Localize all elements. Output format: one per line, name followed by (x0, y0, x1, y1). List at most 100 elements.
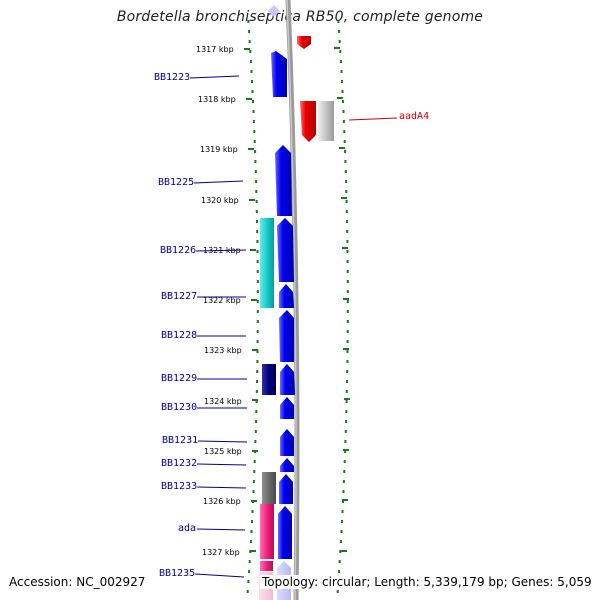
scale-dot (345, 410, 348, 413)
tick-label-1327: 1327 kbp (202, 548, 240, 557)
scale-dot (346, 360, 349, 363)
gene-label-bb1233[interactable]: BB1233 (161, 481, 197, 492)
scale-dot (255, 200, 258, 203)
scale-dot (339, 60, 342, 63)
gene-ada-arrow[interactable] (278, 506, 292, 559)
footer-topology: Topology: circular; Length: 5,339,179 bp… (260, 575, 594, 589)
gene-bb1229-cog-block[interactable] (262, 364, 276, 395)
scale-dot (246, 590, 249, 593)
gene-top-reverse-arrow[interactable] (297, 36, 311, 49)
scale-dot (340, 530, 343, 533)
scale-dot (256, 280, 259, 283)
gene-bb1232-arrow[interactable] (280, 458, 294, 472)
scale-dot (256, 370, 259, 373)
gene-label-ada[interactable]: ada (178, 523, 196, 534)
scale-dot (252, 480, 255, 483)
gene-bb1231-arrow[interactable] (280, 429, 294, 456)
gene-bb1233-arrow[interactable] (279, 474, 293, 504)
scale-dot (338, 40, 341, 43)
tick-label-1325: 1325 kbp (204, 447, 242, 456)
scale-dot (337, 20, 340, 23)
scale-dot (343, 460, 346, 463)
scale-dot (342, 110, 345, 113)
feature-top-partial[interactable] (268, 5, 280, 17)
gene-bb1227-arrow[interactable] (279, 284, 294, 308)
scale-dot (254, 170, 257, 173)
scale-dot (344, 450, 347, 453)
scale-dot (248, 570, 251, 573)
scale-dot (249, 540, 252, 543)
scale-dot (252, 100, 254, 103)
gene-label-bb1226[interactable]: BB1226 (160, 245, 196, 256)
gene-ada-cog-block-lower[interactable] (260, 561, 273, 571)
scale-dot (343, 140, 346, 143)
scale-dot (256, 350, 259, 353)
scale-dot (254, 430, 257, 433)
gene-label-bb1230[interactable]: BB1230 (161, 402, 197, 413)
scale-dot (346, 310, 349, 313)
scale-dot (252, 120, 255, 123)
tick-label-1323: 1323 kbp (204, 346, 242, 355)
scale-dot (253, 470, 256, 473)
gene-label-bb1231[interactable]: BB1231 (162, 435, 198, 446)
scale-dot (255, 400, 258, 403)
scale-dot (247, 20, 250, 23)
gene-bb1223-arrow[interactable] (271, 51, 287, 97)
scale-dot (341, 90, 344, 93)
tick-label-1326: 1326 kbp (203, 497, 241, 506)
scale-dot (256, 380, 258, 383)
gene-label-aada4[interactable]: aadA4 (399, 111, 429, 122)
scale-dot (346, 290, 349, 293)
gene-bb1228-arrow[interactable] (279, 310, 294, 362)
gene-label-bb1235[interactable]: BB1235 (159, 568, 195, 579)
scale-dot (342, 500, 344, 503)
scale-dot (247, 580, 250, 583)
leader-line-bb1235 (194, 573, 245, 578)
scale-dot (342, 480, 345, 483)
scale-dot (341, 80, 343, 83)
gene-aada4-arrow[interactable] (300, 101, 316, 142)
gene-label-bb1232[interactable]: BB1232 (161, 458, 197, 469)
gene-bb1225-arrow[interactable] (275, 145, 292, 216)
tick-label-1320: 1320 kbp (201, 196, 239, 205)
gene-bb1233-cog-block[interactable] (262, 472, 276, 504)
scale-dot (343, 130, 346, 133)
gene-ada-cog-block[interactable] (260, 504, 274, 559)
scale-dot (256, 360, 259, 363)
scale-dot (256, 260, 259, 263)
gene-bb1226-arrow[interactable] (277, 218, 294, 282)
gene-label-bb1229[interactable]: BB1229 (161, 373, 197, 384)
scale-dot (251, 90, 254, 93)
gene-label-bb1227[interactable]: BB1227 (161, 291, 197, 302)
gene-label-bb1223[interactable]: BB1223 (154, 72, 190, 83)
gene-aada4-cog-block[interactable] (318, 101, 334, 141)
scale-dot (254, 440, 257, 443)
scale-dot (255, 190, 258, 193)
gene-label-bb1225[interactable]: BB1225 (158, 177, 194, 188)
scale-dot (346, 300, 349, 303)
scale-dot (339, 550, 342, 553)
scale-dot (252, 110, 255, 113)
gene-bb1230-arrow[interactable] (280, 397, 294, 419)
gene-bb1229-arrow[interactable] (280, 364, 295, 395)
tick-label-1324: 1324 kbp (204, 397, 242, 406)
scale-dot (346, 230, 349, 233)
gene-bb1226-cog-block[interactable] (260, 218, 274, 308)
gene-label-bb1228[interactable]: BB1228 (161, 330, 197, 341)
scale-dot (342, 100, 344, 103)
scale-dot (346, 350, 349, 353)
scale-dot (254, 160, 257, 163)
scale-dot (345, 210, 348, 213)
scale-dot (345, 190, 348, 193)
scale-dot (251, 510, 254, 513)
leader-line-ada (196, 528, 246, 531)
scale-dot (254, 150, 257, 153)
gene-labels: BB1223 BB1225 BB1226 BB1227 BB1228 BB122… (154, 72, 429, 579)
scale-dot (256, 230, 259, 233)
scale-dot (249, 50, 252, 53)
scale-dot (256, 250, 259, 253)
tick-label-1317: 1317 kbp (196, 45, 234, 54)
scale-dot (341, 520, 343, 523)
tick-label-1319: 1319 kbp (200, 145, 238, 154)
